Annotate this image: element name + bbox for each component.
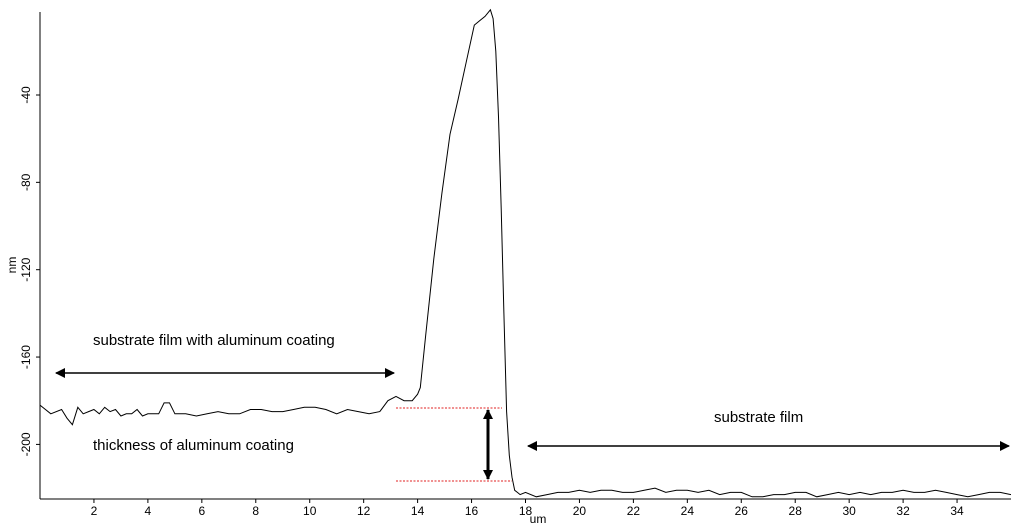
x-axis-title: um <box>530 512 547 525</box>
y-tick-label: -40 <box>19 86 33 104</box>
y-tick-label: -80 <box>19 173 33 191</box>
x-tick-label: 26 <box>735 504 749 518</box>
x-tick-label: 10 <box>303 504 317 518</box>
x-tick-label: 8 <box>252 504 259 518</box>
x-axis-ticks: 2 4 6 8 10 12 14 16 18 20 22 24 26 28 30 32 34 <box>91 499 964 518</box>
x-tick-label: 22 <box>627 504 641 518</box>
x-tick-label: 12 <box>357 504 371 518</box>
x-tick-label: 6 <box>198 504 205 518</box>
x-tick-label: 2 <box>91 504 98 518</box>
y-tick-label: -160 <box>19 345 33 369</box>
y-tick-label: -120 <box>19 257 33 281</box>
annotation-substrate-film: substrate film <box>714 409 803 426</box>
x-tick-label: 16 <box>465 504 479 518</box>
x-tick-label: 14 <box>411 504 425 518</box>
y-axis-title: nm <box>5 257 19 274</box>
y-tick-label: -200 <box>19 432 33 456</box>
annotation-coated-region: substrate film with aluminum coating <box>93 332 335 349</box>
x-tick-label: 18 <box>519 504 533 518</box>
x-tick-label: 28 <box>789 504 803 518</box>
y-axis-ticks: -40 -80 -120 -160 -200 <box>19 86 40 456</box>
x-tick-label: 34 <box>950 504 964 518</box>
x-tick-label: 20 <box>573 504 587 518</box>
x-tick-label: 30 <box>842 504 856 518</box>
x-tick-label: 4 <box>145 504 152 518</box>
height-profile-line <box>39 8 1011 498</box>
x-tick-label: 32 <box>896 504 910 518</box>
x-tick-label: 24 <box>681 504 695 518</box>
annotation-coating-thickness: thickness of aluminum coating <box>93 437 294 454</box>
